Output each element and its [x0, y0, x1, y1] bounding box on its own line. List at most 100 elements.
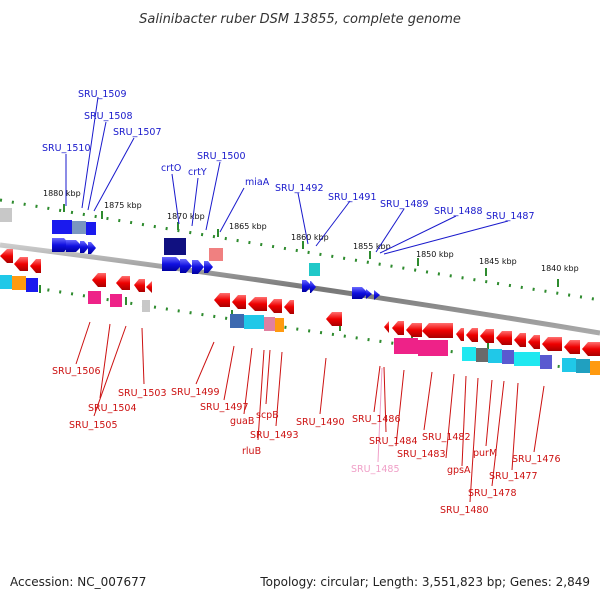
gene-arrow[interactable] — [422, 323, 453, 338]
gene-label-sru-1476[interactable]: SRU_1476 — [512, 454, 561, 465]
gene-label-sru-1478[interactable]: SRU_1478 — [468, 488, 517, 499]
feature-gene[interactable] — [502, 350, 514, 364]
feature-gene[interactable] — [309, 263, 320, 276]
feature-gene[interactable] — [209, 248, 223, 261]
gene-label-sru-1492[interactable]: SRU_1492 — [275, 183, 324, 194]
gene-arrow[interactable] — [146, 281, 152, 293]
gene-label-sru-1483[interactable]: SRU_1483 — [397, 449, 446, 460]
gene-arrow[interactable] — [366, 289, 372, 299]
feature-gene[interactable] — [0, 275, 12, 289]
feature-gene[interactable] — [514, 352, 540, 366]
gene-arrow[interactable] — [326, 312, 342, 326]
feature-gene[interactable] — [142, 300, 150, 312]
feature-gene[interactable] — [394, 338, 418, 354]
gene-label-sru-1497[interactable]: SRU_1497 — [200, 402, 249, 413]
gene-arrow[interactable] — [92, 273, 106, 287]
feature-gene[interactable] — [576, 359, 590, 373]
feature-gene[interactable] — [164, 238, 186, 255]
feature-gene[interactable] — [88, 291, 101, 304]
feature-gene[interactable] — [86, 222, 96, 235]
gene-label-sru-1507[interactable]: SRU_1507 — [113, 127, 162, 138]
gene-arrow[interactable] — [248, 297, 267, 311]
gene-arrow[interactable] — [352, 287, 368, 299]
gene-arrow[interactable] — [582, 342, 600, 356]
gene-arrow[interactable] — [214, 293, 230, 307]
gene-label-sru-1510[interactable]: SRU_1510 — [42, 143, 91, 154]
gene-arrow[interactable] — [514, 333, 526, 347]
gene-arrow[interactable] — [0, 249, 13, 263]
gene-label-sru-1486[interactable]: SRU_1486 — [352, 414, 401, 425]
feature-gene[interactable] — [244, 315, 264, 329]
gene-label-sru-1487[interactable]: SRU_1487 — [486, 211, 535, 222]
feature-gene[interactable] — [418, 340, 448, 356]
feature-gene[interactable] — [52, 220, 72, 234]
gene-label-crto[interactable]: crtO — [161, 163, 181, 174]
gene-arrow[interactable] — [302, 280, 312, 292]
gene-arrow[interactable] — [192, 260, 204, 274]
gene-label-sru-1508[interactable]: SRU_1508 — [84, 111, 133, 122]
gene-label-sru-1491[interactable]: SRU_1491 — [328, 192, 377, 203]
gene-arrow[interactable] — [528, 335, 540, 349]
feature-gene[interactable] — [230, 314, 244, 328]
gene-arrow[interactable] — [14, 257, 28, 271]
gene-arrow[interactable] — [80, 241, 89, 253]
gene-label-miaa[interactable]: miaA — [245, 177, 270, 188]
gene-label-sru-1503[interactable]: SRU_1503 — [118, 388, 167, 399]
gene-arrow[interactable] — [284, 300, 294, 314]
feature-gene[interactable] — [488, 349, 502, 363]
feature-gene[interactable] — [540, 355, 552, 369]
gene-label-sru-1506[interactable]: SRU_1506 — [52, 366, 101, 377]
gene-label-crty[interactable]: crtY — [188, 167, 207, 178]
gene-label-sru-1485[interactable]: SRU_1485 — [351, 464, 400, 475]
gene-label-sru-1488[interactable]: SRU_1488 — [434, 206, 483, 217]
gene-label-sru-1500[interactable]: SRU_1500 — [197, 151, 246, 162]
gene-arrow[interactable] — [310, 281, 316, 293]
gene-arrow[interactable] — [162, 257, 183, 271]
gene-label-sru-1489[interactable]: SRU_1489 — [380, 199, 429, 210]
gene-arrow[interactable] — [406, 323, 422, 337]
gene-label-sru-1499[interactable]: SRU_1499 — [171, 387, 220, 398]
gene-arrow[interactable] — [52, 238, 70, 252]
gene-arrow[interactable] — [88, 242, 96, 254]
feature-gene[interactable] — [0, 208, 12, 222]
gene-label-sru-1480[interactable]: SRU_1480 — [440, 505, 489, 516]
gene-arrow[interactable] — [456, 328, 464, 341]
feature-gene[interactable] — [26, 278, 38, 292]
feature-gene[interactable] — [72, 221, 86, 234]
gene-label-sru-1484[interactable]: SRU_1484 — [369, 436, 418, 447]
gene-label-rlub[interactable]: rluB — [242, 446, 261, 457]
gene-arrow[interactable] — [180, 259, 192, 273]
gene-label-sru-1493[interactable]: SRU_1493 — [250, 430, 299, 441]
gene-arrow[interactable] — [66, 240, 82, 252]
gene-arrow[interactable] — [116, 276, 130, 290]
gene-arrow[interactable] — [374, 290, 380, 300]
gene-arrow[interactable] — [134, 279, 145, 292]
gene-label-sru-1490[interactable]: SRU_1490 — [296, 417, 345, 428]
feature-gene[interactable] — [562, 358, 576, 372]
gene-arrow[interactable] — [232, 295, 246, 309]
feature-gene[interactable] — [462, 347, 476, 361]
gene-label-purm[interactable]: purM — [473, 448, 497, 459]
gene-arrow[interactable] — [564, 340, 580, 354]
gene-arrow[interactable] — [542, 337, 562, 351]
gene-label-guab[interactable]: guaB — [230, 416, 254, 427]
gene-arrow[interactable] — [384, 321, 389, 333]
gene-arrow[interactable] — [496, 331, 512, 345]
gene-arrow[interactable] — [392, 321, 404, 335]
gene-arrow[interactable] — [480, 329, 494, 343]
gene-arrow[interactable] — [30, 259, 41, 273]
feature-gene[interactable] — [110, 294, 122, 307]
gene-arrow[interactable] — [204, 261, 213, 273]
gene-label-sru-1477[interactable]: SRU_1477 — [489, 471, 538, 482]
feature-gene[interactable] — [264, 317, 275, 331]
feature-gene[interactable] — [590, 361, 600, 375]
gene-arrow[interactable] — [268, 299, 282, 313]
gene-label-sru-1509[interactable]: SRU_1509 — [78, 89, 127, 100]
gene-label-gpsa[interactable]: gpsA — [447, 465, 471, 476]
feature-gene[interactable] — [12, 276, 26, 290]
gene-label-sru-1482[interactable]: SRU_1482 — [422, 432, 471, 443]
gene-label-sru-1504[interactable]: SRU_1504 — [88, 403, 137, 414]
gene-label-scpb[interactable]: scpB — [256, 410, 279, 421]
gene-label-sru-1505[interactable]: SRU_1505 — [69, 420, 118, 431]
feature-gene[interactable] — [476, 348, 488, 362]
